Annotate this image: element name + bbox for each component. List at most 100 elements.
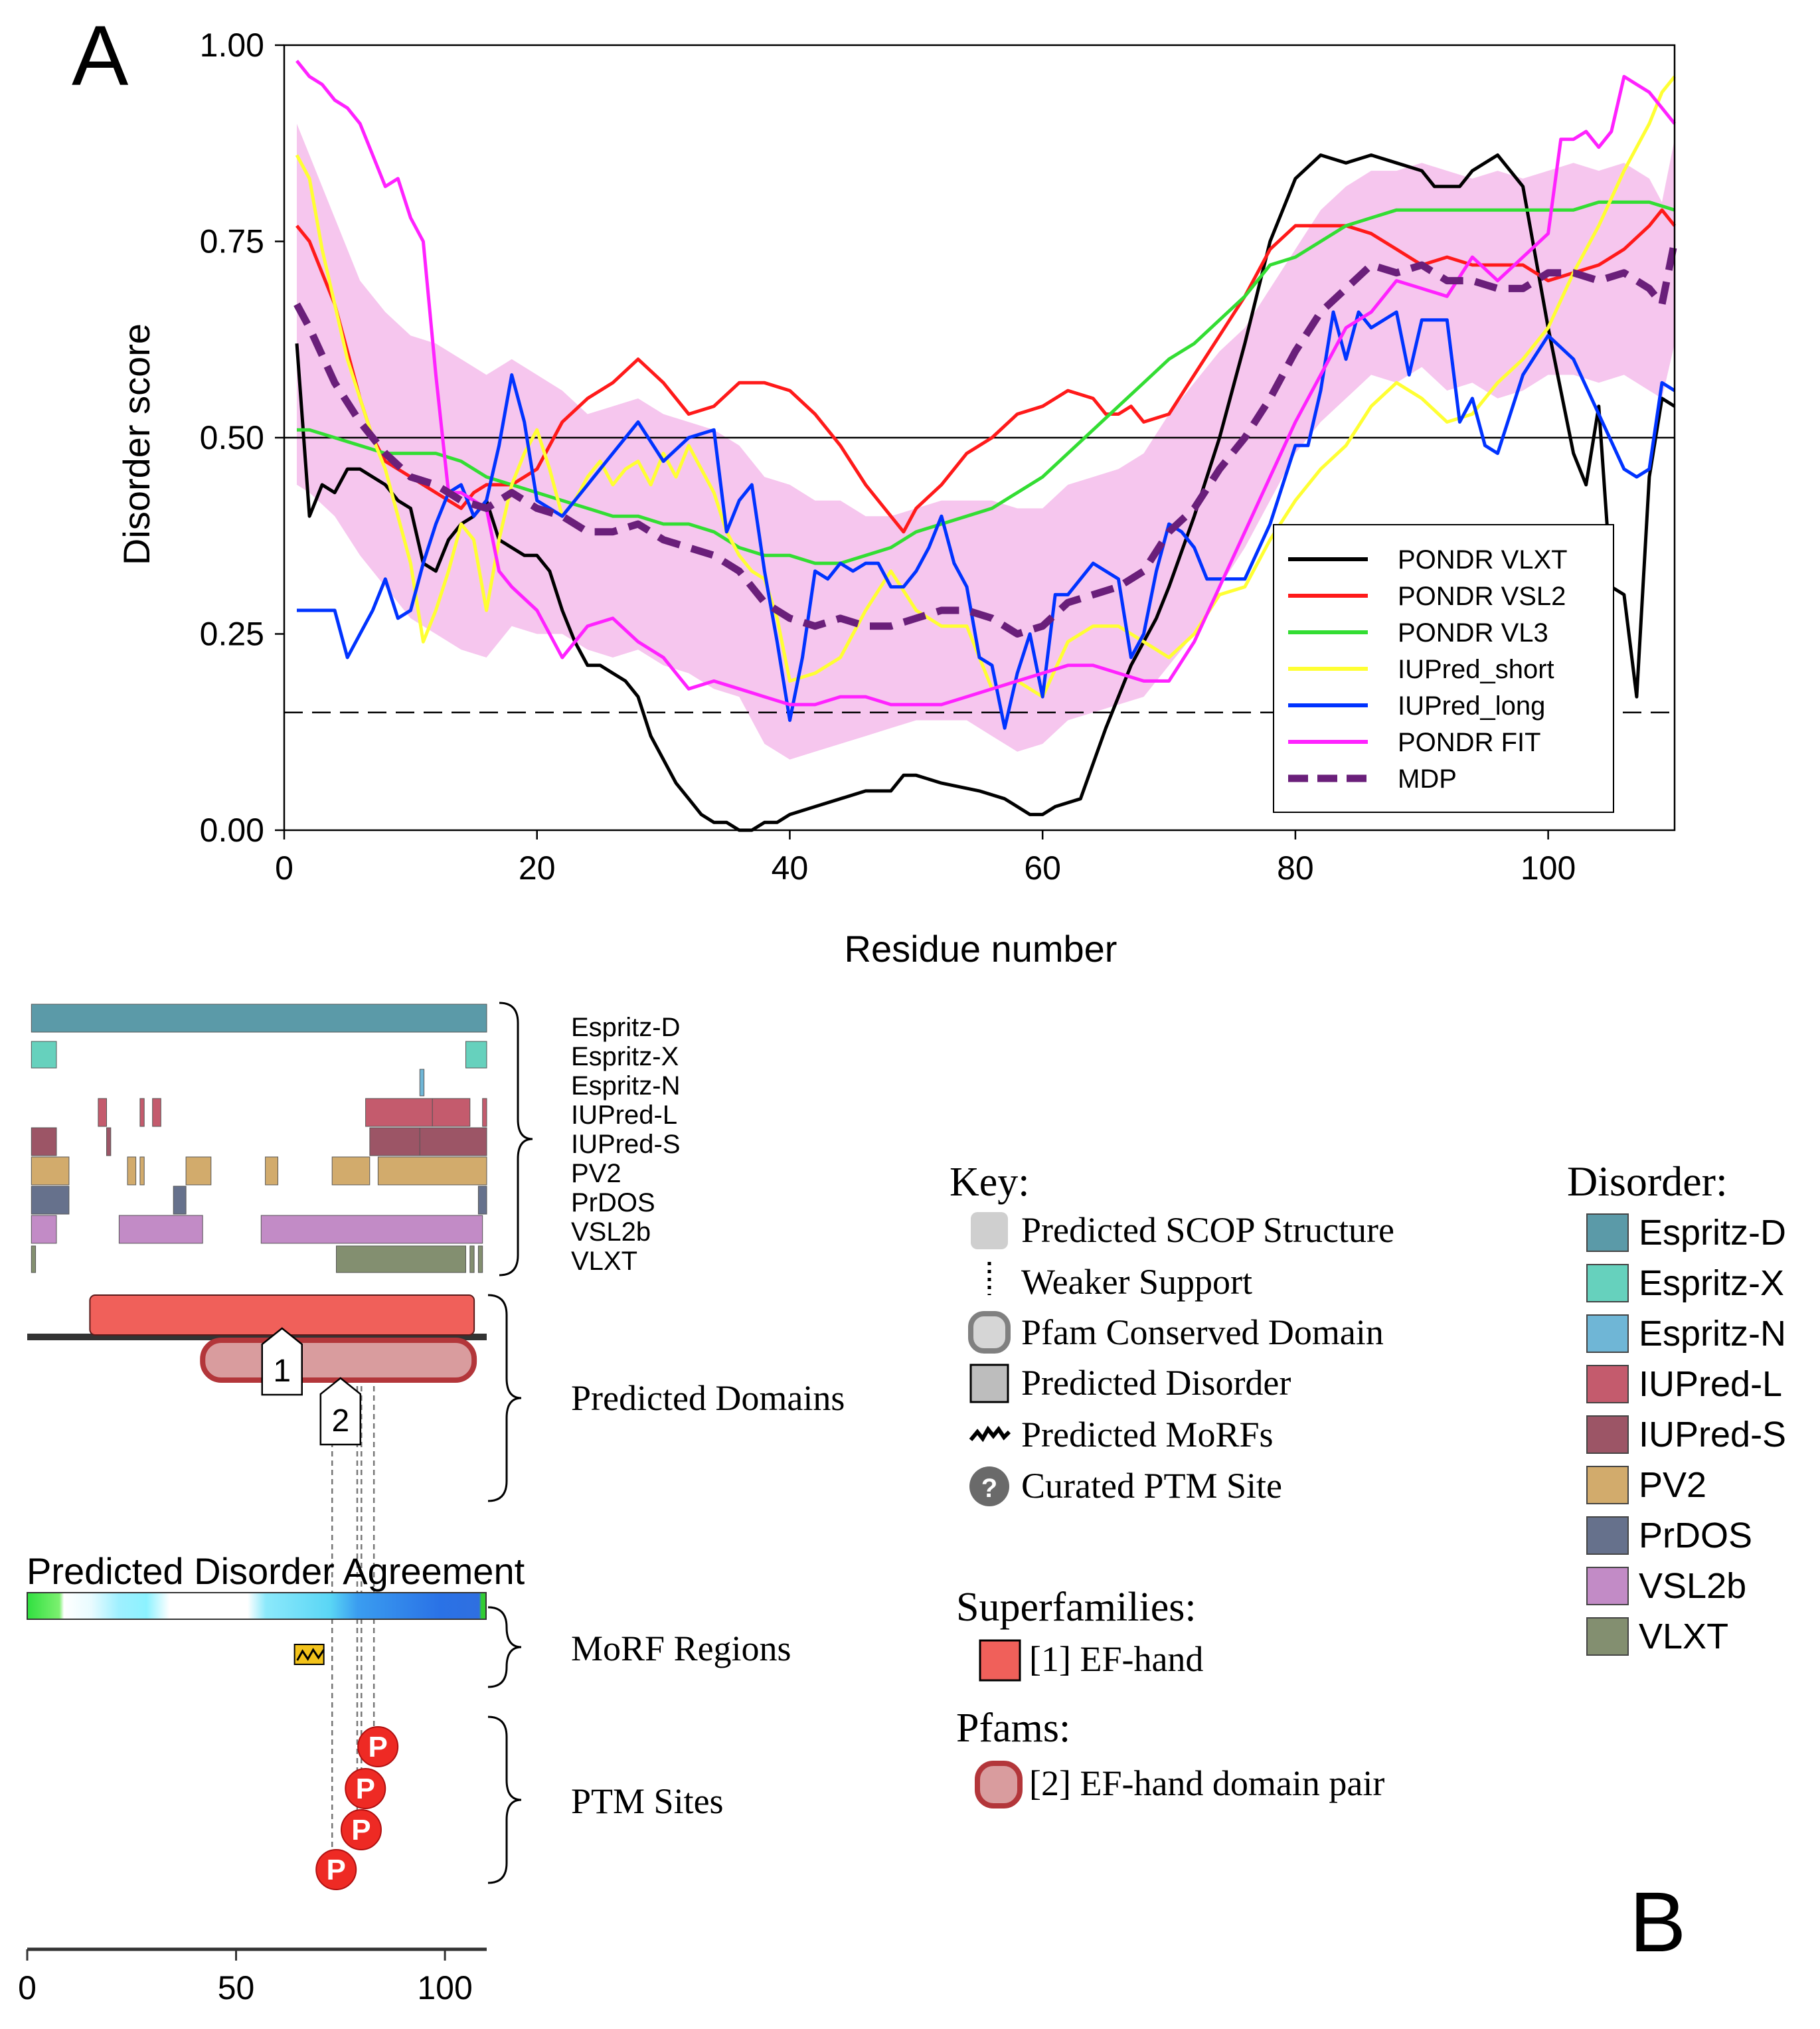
disorder-swatch xyxy=(1586,1415,1629,1454)
track-segment-espritz-n xyxy=(419,1069,425,1097)
domain-flag-2 xyxy=(319,1377,362,1446)
disorder-swatch xyxy=(1586,1516,1629,1555)
ptm-site-symbol: P xyxy=(351,1814,371,1846)
track-segment-vlxt xyxy=(469,1245,475,1273)
track-segment-pv2 xyxy=(331,1156,371,1186)
predicted-domains: 12 xyxy=(27,1294,487,1446)
track-segment-iupred-l xyxy=(365,1098,433,1127)
disorder-legend-label: PV2 xyxy=(1639,1465,1706,1505)
disorder-legend-label: VSL2b xyxy=(1639,1566,1746,1606)
track-segment-iupred-s xyxy=(419,1127,487,1156)
brace-predicted-domains xyxy=(487,1294,522,1502)
legend-label: PONDR FIT xyxy=(1398,728,1541,757)
domain-flag-1 xyxy=(261,1327,303,1396)
disorder-legend-items: Espritz-D Espritz-X Espritz-N IUPred-L IUPre… xyxy=(1586,1213,1786,1656)
x-tick-label: 100 xyxy=(1521,849,1576,887)
brace-morf-regions xyxy=(487,1606,522,1688)
track-segment-pv2 xyxy=(265,1156,279,1186)
pfams-title: Pfams: xyxy=(956,1706,1070,1751)
track-label: PrDOS xyxy=(571,1188,655,1217)
residue-tick-label: 0 xyxy=(18,1969,37,2006)
legend-label: IUPred_long xyxy=(1398,691,1545,721)
legend-label: IUPred_short xyxy=(1398,655,1554,684)
series-line-pondr-vsl2 xyxy=(295,208,1676,534)
scop-structure-icon xyxy=(971,1212,1008,1249)
disorder-legend: Disorder: Espritz-D Espritz-X Espritz-N IUP… xyxy=(1567,1158,1786,1656)
pfam-domain-icon xyxy=(968,1311,1011,1354)
disorder-agreement-bar xyxy=(27,1592,487,1620)
ptm-site-marker xyxy=(345,1768,386,1809)
key-item-scop: Predicted SCOP Structure xyxy=(1021,1210,1394,1250)
series-lines xyxy=(293,60,1679,832)
disorder-legend-label: Espritz-N xyxy=(1639,1314,1786,1354)
panel-label-a: A xyxy=(72,9,129,104)
track-segment-vsl2b xyxy=(118,1215,203,1244)
key-item-ptm: Curated PTM Site xyxy=(1021,1466,1282,1506)
series-line-mdp xyxy=(293,240,1679,638)
mdp-error-band xyxy=(297,124,1675,760)
y-tick-label: 0.25 xyxy=(200,616,264,653)
residue-axis: 0 50 100 xyxy=(18,1947,487,2006)
predictor-track-labels: Espritz-DEspritz-XEspritz-NIUPred-LIUPre… xyxy=(571,1013,681,1276)
key-item-disorder: Predicted Disorder xyxy=(1021,1363,1291,1403)
disorder-legend-label: PrDOS xyxy=(1639,1516,1752,1555)
track-segment-espritz-x xyxy=(31,1041,57,1069)
ptm-site-symbol: P xyxy=(356,1773,375,1805)
section-labels: Predicted Domains MoRF Regions PTM Sites xyxy=(571,1378,845,1821)
disorder-swatch xyxy=(1586,1314,1629,1353)
predicted-disorder-icon xyxy=(969,1364,1009,1403)
track-label: VSL2b xyxy=(571,1217,651,1247)
y-axis-ticks: 0.00 0.25 0.50 0.75 1.00 xyxy=(200,27,284,849)
disorder-swatch xyxy=(1586,1264,1629,1302)
track-segment-prdos xyxy=(173,1186,187,1215)
track-segment-pv2 xyxy=(139,1156,145,1186)
y-tick-label: 0.50 xyxy=(200,419,264,456)
legend-label: PONDR VSL2 xyxy=(1398,582,1566,611)
legend-label: MDP xyxy=(1398,764,1457,794)
section-braces xyxy=(487,1002,533,1884)
legend-label: PONDR VLXT xyxy=(1398,545,1568,574)
x-tick-label: 40 xyxy=(772,849,809,887)
track-label: Espritz-N xyxy=(571,1071,680,1101)
track-segment-iupred-l xyxy=(139,1098,145,1127)
ptm-site-symbol: P xyxy=(368,1731,387,1763)
track-segment-prdos xyxy=(477,1186,487,1215)
ptm-site-icon-glyph: ? xyxy=(981,1474,997,1503)
panel-b-disorder-profile: Espritz-DEspritz-XEspritz-NIUPred-LIUPre… xyxy=(18,1002,1786,2006)
morf-regions xyxy=(293,1644,325,1665)
x-axis-ticks: 0 20 40 60 80 100 xyxy=(275,830,1576,887)
disorder-legend-title: Disorder: xyxy=(1567,1158,1728,1205)
ptm-site-marker xyxy=(315,1849,357,1890)
track-label: Espritz-X xyxy=(571,1042,679,1071)
superfamily-item: [1] EF-hand xyxy=(1029,1639,1203,1679)
x-tick-label: 80 xyxy=(1277,849,1314,887)
track-segment-pv2 xyxy=(31,1156,70,1186)
track-segment-vlxt xyxy=(477,1245,483,1273)
legend: PONDR VLXT PONDR VSL2 PONDR VL3 IUPred_shor… xyxy=(1273,524,1614,813)
disorder-swatch xyxy=(1586,1213,1629,1252)
track-segment-iupred-s xyxy=(369,1127,420,1156)
pfam-swatch xyxy=(975,1761,1023,1808)
x-axis-label: Residue number xyxy=(845,928,1117,970)
disorder-legend-label: IUPred-S xyxy=(1639,1415,1786,1455)
predictor-tracks xyxy=(31,1004,487,1273)
disorder-swatch xyxy=(1586,1466,1629,1504)
x-tick-label: 0 xyxy=(275,849,293,887)
disorder-swatch xyxy=(1586,1365,1629,1403)
superfamily-swatch xyxy=(979,1639,1021,1682)
disorder-swatch xyxy=(1586,1617,1629,1656)
ptm-site-icon xyxy=(969,1466,1009,1506)
superfamilies-title: Superfamilies: xyxy=(956,1585,1197,1630)
track-segment-iupred-s xyxy=(31,1127,57,1156)
key-item-weaker: Weaker Support xyxy=(1021,1262,1252,1302)
section-label: MoRF Regions xyxy=(571,1629,791,1668)
disorder-legend-label: Espritz-D xyxy=(1639,1213,1786,1253)
section-label: Predicted Domains xyxy=(571,1378,845,1418)
y-axis-label: Disorder score xyxy=(116,323,157,565)
morf-region xyxy=(293,1644,325,1665)
track-segment-vlxt xyxy=(336,1245,466,1273)
ptm-site-symbol: P xyxy=(327,1854,346,1886)
ptm-site-marker xyxy=(357,1726,399,1767)
